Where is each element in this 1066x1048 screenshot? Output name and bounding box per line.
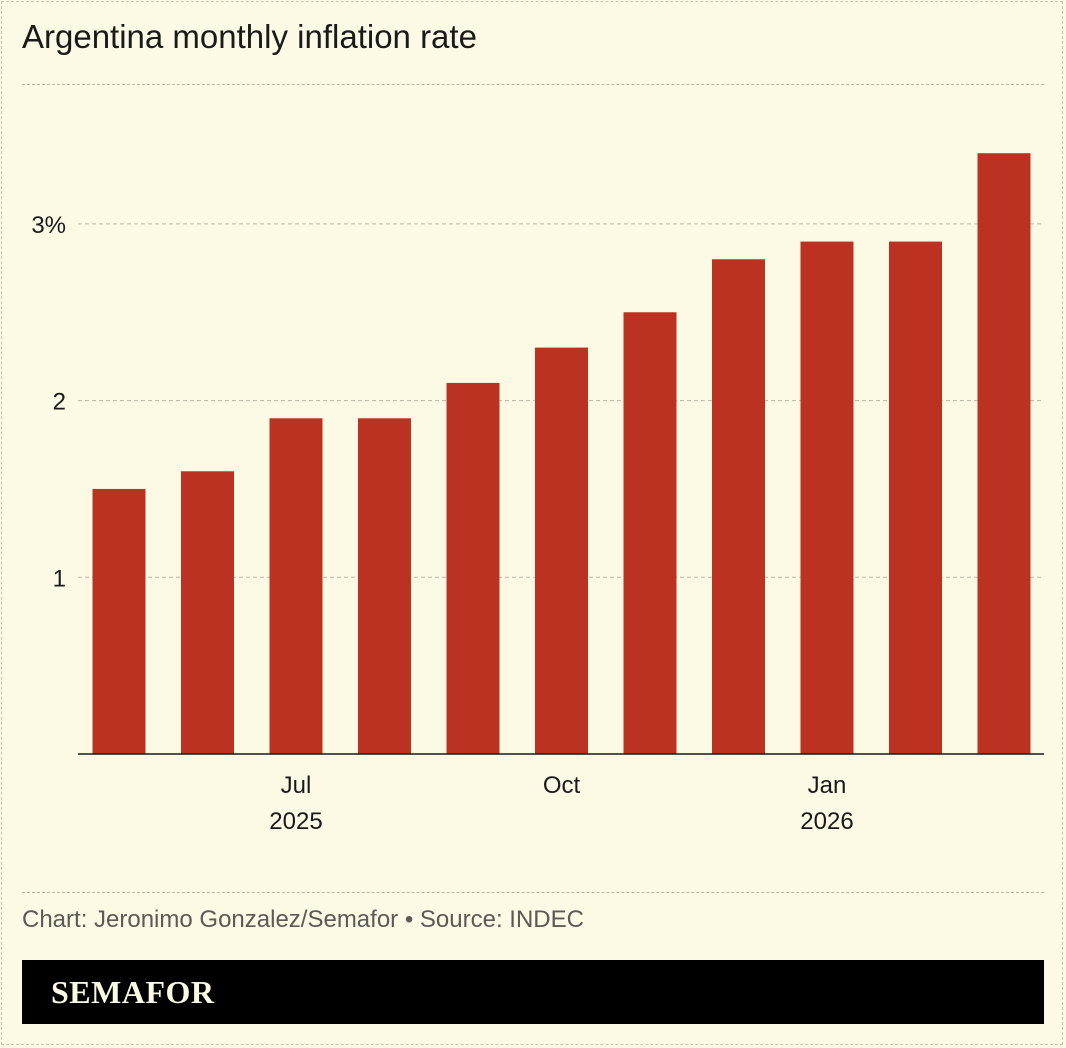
chart-credit: Chart: Jeronimo Gonzalez/Semafor • Sourc… bbox=[22, 906, 584, 933]
bottom-divider bbox=[22, 892, 1044, 893]
bar-nov-2025 bbox=[623, 312, 677, 754]
bar-chart: 1 2 3% Jul 2025 Oct Jan 2026 bbox=[31, 153, 1044, 835]
bar-feb-2026 bbox=[889, 241, 942, 754]
y-tick-label: 1 bbox=[53, 565, 66, 592]
x-tick-year-label: 2026 bbox=[800, 808, 853, 835]
y-tick-label: 3% bbox=[31, 212, 66, 239]
footer-bar: SEMAFOR bbox=[22, 960, 1044, 1024]
bar-jul-2025 bbox=[269, 418, 323, 754]
x-tick-label: Jul bbox=[281, 772, 312, 799]
bar-aug-2025 bbox=[358, 418, 411, 754]
bar-sep-2025 bbox=[446, 382, 500, 754]
top-divider bbox=[22, 84, 1044, 85]
bar-jun-2025 bbox=[181, 471, 234, 754]
bar-dec-2025 bbox=[712, 259, 765, 754]
y-tick-label: 2 bbox=[53, 389, 66, 416]
semafor-logo: SEMAFOR bbox=[51, 974, 215, 1010]
x-tick-label: Jan bbox=[808, 772, 847, 799]
bar-mar-2026 bbox=[977, 153, 1031, 755]
bar-may-2025 bbox=[92, 488, 146, 754]
chart-title: Argentina monthly inflation rate bbox=[22, 18, 477, 55]
bar-jan-2026 bbox=[800, 241, 854, 754]
x-tick-year-label: 2025 bbox=[269, 808, 322, 835]
bar-oct-2025 bbox=[535, 347, 588, 754]
x-tick-label: Oct bbox=[543, 772, 581, 799]
